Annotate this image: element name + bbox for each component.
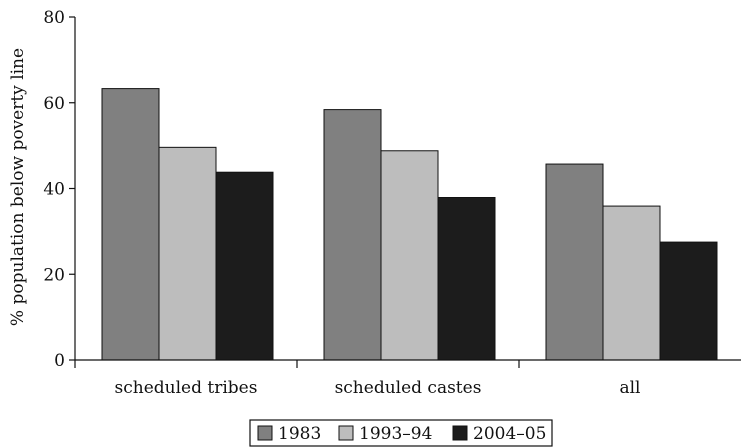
bar: [437, 197, 496, 361]
bar: [545, 163, 604, 361]
x-category-label: all: [619, 378, 640, 398]
y-tick-label: 20: [43, 265, 65, 285]
bar: [602, 205, 661, 361]
y-axis-ticks: 0 20 40 60 80: [43, 8, 75, 371]
legend-label: 2004–05: [473, 424, 546, 444]
legend-label: 1983: [278, 424, 321, 444]
legend: 1983 1993–94 2004–05: [249, 419, 553, 447]
x-category-label: scheduled castes: [335, 378, 482, 398]
bar: [158, 146, 217, 361]
bar: [380, 150, 439, 361]
x-axis-ticks: scheduled tribes scheduled castes all: [115, 360, 641, 398]
legend-label: 1993–94: [359, 424, 432, 444]
x-category-label: scheduled tribes: [115, 378, 258, 398]
plot-area: [101, 88, 718, 361]
y-axis-title: % population below poverty line: [8, 48, 28, 326]
legend-swatch: [338, 425, 354, 441]
bar: [101, 88, 160, 361]
y-tick-label: 60: [43, 94, 65, 114]
bar: [215, 171, 274, 361]
y-tick-label: 40: [43, 180, 65, 200]
legend-swatch: [452, 425, 468, 441]
bar: [323, 109, 382, 361]
y-tick-label: 0: [54, 351, 65, 371]
y-tick-label: 80: [43, 8, 65, 28]
bar: [659, 241, 718, 361]
legend-swatch: [257, 425, 273, 441]
legend-box: [249, 419, 553, 447]
